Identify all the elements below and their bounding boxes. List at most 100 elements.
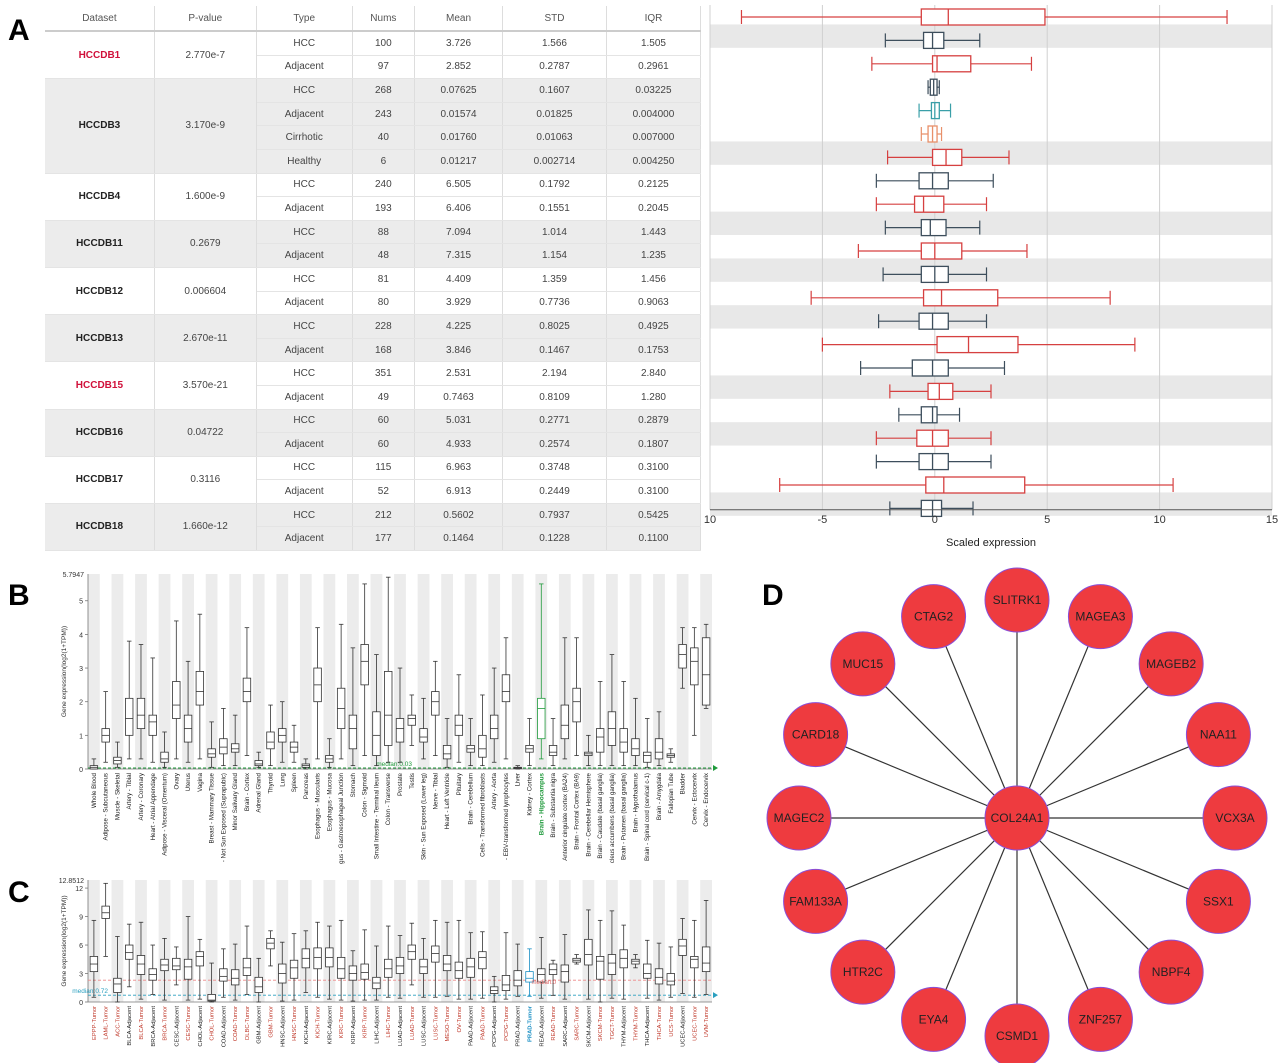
table-cell: 268 bbox=[352, 78, 416, 103]
gene-node-label: FAM133A bbox=[789, 894, 842, 908]
box-iqr bbox=[690, 647, 699, 686]
y-max-label: 5.7947 bbox=[63, 572, 85, 579]
box-iqr bbox=[920, 8, 1046, 26]
table-cell: 0.7937 bbox=[502, 503, 607, 528]
network-edge bbox=[933, 817, 1018, 1020]
table-row: HCCDB17 0.3116 HCC 115 6.963 0.3748 0.3100 bbox=[45, 456, 702, 504]
category-label: GBM-Adjacent bbox=[257, 1006, 263, 1044]
y-tick-label: 3 bbox=[79, 666, 83, 673]
table-cell: 4.225 bbox=[414, 314, 504, 339]
category-band bbox=[252, 880, 265, 1002]
category-label: Brain - Amygdala bbox=[656, 772, 663, 820]
table-cell: 48 bbox=[352, 243, 416, 268]
category-label: KIRP-Adjacent bbox=[351, 1006, 357, 1044]
category-band bbox=[276, 880, 289, 1002]
category-band bbox=[582, 574, 595, 769]
category-label: Artery - Tibial bbox=[126, 773, 133, 809]
box-iqr bbox=[442, 955, 452, 972]
box-iqr bbox=[701, 637, 711, 706]
box-iqr bbox=[160, 751, 169, 763]
box-iqr bbox=[125, 944, 134, 960]
y-axis-label: Gene expression(log2(1+TPM)) bbox=[61, 895, 68, 986]
box-iqr bbox=[136, 955, 146, 975]
network-edge bbox=[1016, 817, 1219, 902]
box-iqr bbox=[372, 711, 381, 756]
box-iqr bbox=[219, 968, 228, 982]
category-label: GBM-Tumor bbox=[268, 1006, 274, 1038]
box-iqr bbox=[101, 905, 110, 919]
category-label: LIHC-Adjacent bbox=[374, 1006, 380, 1044]
table-row: Adjacent 60 4.933 0.2574 0.1807 bbox=[45, 432, 702, 457]
table-row: Adjacent 52 6.913 0.2449 0.3100 bbox=[45, 479, 702, 504]
category-label: LUSC-Tumor bbox=[433, 1006, 439, 1040]
category-label: BLCA-Adjacent bbox=[127, 1006, 133, 1046]
box-iqr bbox=[348, 965, 358, 981]
box-iqr bbox=[548, 963, 558, 975]
category-label: KIRP-Tumor bbox=[363, 1006, 369, 1038]
x-tick-label: 0 bbox=[932, 514, 938, 526]
table-cell: 0.004000 bbox=[606, 102, 702, 127]
y-max-label: 12.8512 bbox=[59, 878, 84, 885]
category-band bbox=[111, 574, 124, 769]
box-iqr bbox=[419, 958, 428, 974]
table-cell: 1.456 bbox=[606, 267, 702, 292]
table-cell: 0.1792 bbox=[502, 173, 607, 198]
category-band bbox=[205, 574, 218, 769]
category-label: Colon - Sigmoid bbox=[362, 772, 369, 817]
table-cell: Cirrhotic bbox=[256, 125, 353, 150]
table-cell: 4.933 bbox=[414, 432, 504, 457]
table-cell: 1.014 bbox=[502, 220, 607, 245]
table-cell: HCC bbox=[256, 314, 353, 339]
category-label: - Not Sun Exposed (Suprapubic) bbox=[220, 773, 227, 862]
dataset-cell: HCCDB13 bbox=[45, 314, 155, 363]
table-cell: 0.2787 bbox=[502, 55, 607, 80]
box-iqr bbox=[195, 951, 205, 967]
network-edge bbox=[815, 734, 1018, 819]
category-label: KICH-Tumor bbox=[316, 1006, 322, 1038]
box-iqr bbox=[654, 968, 664, 985]
table-cell: 0.03225 bbox=[606, 78, 702, 103]
box-iqr bbox=[643, 751, 652, 763]
network-edge bbox=[1016, 734, 1219, 819]
table-cell: 0.01217 bbox=[414, 149, 504, 174]
category-label: Brain - Cerebellum bbox=[468, 773, 475, 825]
table-cell: 2.194 bbox=[502, 361, 607, 386]
category-label: KICH-Adjacent bbox=[304, 1006, 310, 1045]
y-tick-label: 12 bbox=[75, 886, 83, 893]
table-cell: Adjacent bbox=[256, 55, 353, 80]
table-cell: 0.3100 bbox=[606, 479, 702, 504]
table-cell: 0.1100 bbox=[606, 526, 702, 552]
table-cell: 0.9063 bbox=[606, 291, 702, 316]
table-row: Cirrhotic 40 0.01760 0.01063 0.007000 bbox=[45, 125, 702, 150]
box-iqr bbox=[183, 958, 193, 980]
box-iqr bbox=[631, 738, 640, 756]
panel-label-a: A bbox=[8, 14, 30, 47]
category-label: Muscle - Skeletal bbox=[114, 773, 121, 820]
center-node-label: COL24A1 bbox=[991, 811, 1044, 825]
category-band bbox=[205, 880, 218, 1002]
category-label: BRCA-Adjacent bbox=[151, 1006, 157, 1047]
category-label: READ-Tumor bbox=[551, 1006, 557, 1041]
gene-node bbox=[783, 702, 849, 768]
box-iqr bbox=[384, 671, 393, 746]
category-label: CHOL-Tumor bbox=[210, 1006, 216, 1041]
box-iqr bbox=[501, 674, 511, 703]
table-cell: 0.002714 bbox=[502, 149, 607, 174]
table-cell: 60 bbox=[352, 432, 416, 457]
category-band bbox=[511, 880, 524, 1002]
category-label: Brain - Substantia nigra bbox=[550, 772, 557, 837]
table-cell: 40 bbox=[352, 125, 416, 150]
table-cell: 168 bbox=[352, 338, 416, 363]
table-cell: 4.409 bbox=[414, 267, 504, 292]
category-label: THCA-Adjacent bbox=[645, 1006, 651, 1047]
table-row: HCCDB1 2.770e-7 HCC 100 3.726 1.566 1.505 bbox=[45, 31, 702, 80]
box-iqr bbox=[619, 949, 628, 969]
category-label: Nerve - Tibial bbox=[432, 773, 439, 809]
box-iqr bbox=[911, 359, 949, 377]
table-cell: Adjacent bbox=[256, 196, 353, 221]
tissue-expression-boxplot: 0 1 2 3 4 5 5.7947 Gene expression(log2(1+TPM))… bbox=[61, 572, 718, 864]
category-label: LUAD-Tumor bbox=[410, 1006, 416, 1040]
box-iqr bbox=[537, 697, 546, 740]
box-iqr bbox=[419, 728, 428, 743]
pvalue-cell: 1.660e-12 bbox=[154, 503, 257, 552]
